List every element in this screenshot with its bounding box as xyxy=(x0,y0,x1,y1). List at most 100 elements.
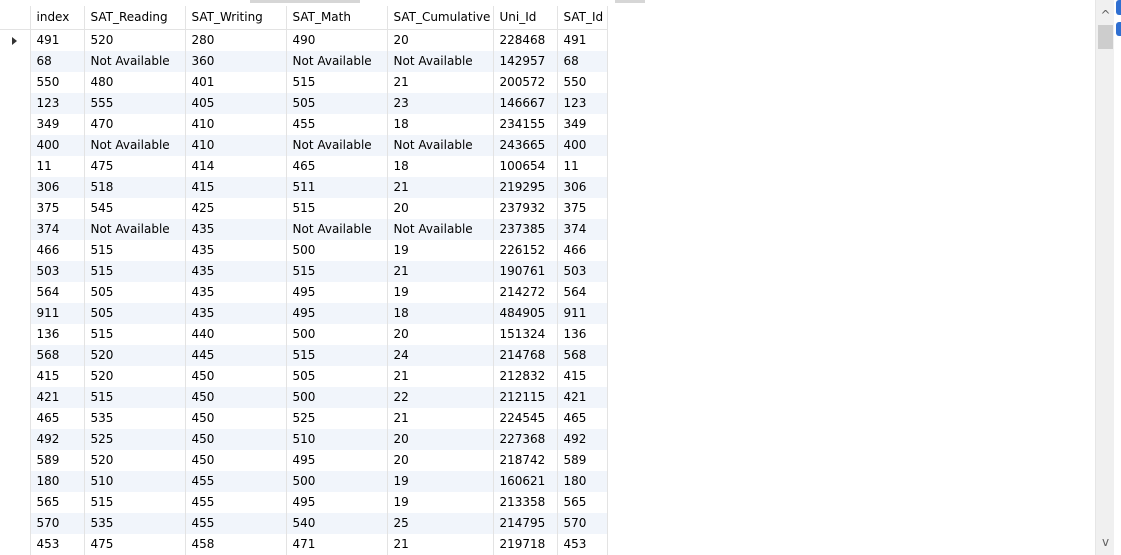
row-selector[interactable] xyxy=(0,261,31,282)
cell-sat-reading[interactable]: 535 xyxy=(84,513,186,534)
cell-uni-id[interactable]: 212115 xyxy=(493,387,558,408)
cell-sat-reading[interactable]: 515 xyxy=(84,261,186,282)
table-row[interactable]: 492 525 450 510 20 227368 492 xyxy=(0,429,608,450)
cell-sat-cumulative[interactable]: 18 xyxy=(387,156,494,177)
cell-sat-math[interactable]: 510 xyxy=(286,429,388,450)
cell-sat-id[interactable]: 465 xyxy=(557,408,608,429)
cell-sat-reading[interactable]: 518 xyxy=(84,177,186,198)
cell-sat-writing[interactable]: 410 xyxy=(185,135,287,156)
cell-uni-id[interactable]: 237385 xyxy=(493,219,558,240)
cell-uni-id[interactable]: 190761 xyxy=(493,261,558,282)
row-selector-header[interactable] xyxy=(0,6,31,30)
cell-sat-math[interactable]: 505 xyxy=(286,93,388,114)
cell-sat-cumulative[interactable]: Not Available xyxy=(387,51,494,72)
cell-index[interactable]: 180 xyxy=(30,471,85,492)
cell-sat-cumulative[interactable]: 18 xyxy=(387,303,494,324)
cell-sat-math[interactable]: 515 xyxy=(286,261,388,282)
cell-sat-writing[interactable]: 415 xyxy=(185,177,287,198)
table-row[interactable]: 465 535 450 525 21 224545 465 xyxy=(0,408,608,429)
table-row[interactable]: 11 475 414 465 18 100654 11 xyxy=(0,156,608,177)
cell-uni-id[interactable]: 213358 xyxy=(493,492,558,513)
cell-sat-reading[interactable]: Not Available xyxy=(84,135,186,156)
cell-sat-math[interactable]: Not Available xyxy=(286,135,388,156)
cell-sat-reading[interactable]: 475 xyxy=(84,156,186,177)
cell-sat-reading[interactable]: 555 xyxy=(84,93,186,114)
cell-sat-writing[interactable]: 360 xyxy=(185,51,287,72)
cell-index[interactable]: 565 xyxy=(30,492,85,513)
cell-uni-id[interactable]: 214795 xyxy=(493,513,558,534)
cell-sat-reading[interactable]: 510 xyxy=(84,471,186,492)
row-selector[interactable] xyxy=(0,513,31,534)
cell-sat-id[interactable]: 492 xyxy=(557,429,608,450)
cell-sat-writing[interactable]: 445 xyxy=(185,345,287,366)
cell-sat-math[interactable]: 515 xyxy=(286,198,388,219)
cell-sat-cumulative[interactable]: 20 xyxy=(387,29,494,51)
cell-sat-math[interactable]: 495 xyxy=(286,492,388,513)
cell-sat-writing[interactable]: 450 xyxy=(185,387,287,408)
table-row[interactable]: 503 515 435 515 21 190761 503 xyxy=(0,261,608,282)
cell-sat-id[interactable]: 565 xyxy=(557,492,608,513)
cell-uni-id[interactable]: 237932 xyxy=(493,198,558,219)
cell-sat-id[interactable]: 550 xyxy=(557,72,608,93)
cell-uni-id[interactable]: 243665 xyxy=(493,135,558,156)
cell-sat-writing[interactable]: 405 xyxy=(185,93,287,114)
cell-sat-reading[interactable]: Not Available xyxy=(84,219,186,240)
row-selector[interactable] xyxy=(0,198,31,219)
cell-sat-cumulative[interactable]: 21 xyxy=(387,72,494,93)
cell-sat-id[interactable]: 421 xyxy=(557,387,608,408)
cell-sat-id[interactable]: 374 xyxy=(557,219,608,240)
table-row[interactable]: 375 545 425 515 20 237932 375 xyxy=(0,198,608,219)
cell-sat-id[interactable]: 503 xyxy=(557,261,608,282)
cell-sat-cumulative[interactable]: 19 xyxy=(387,282,494,303)
column-header-sat-id[interactable]: SAT_Id xyxy=(557,6,608,30)
cell-sat-writing[interactable]: 435 xyxy=(185,303,287,324)
cell-uni-id[interactable]: 226152 xyxy=(493,240,558,261)
table-row[interactable]: 180 510 455 500 19 160621 180 xyxy=(0,471,608,492)
table-row[interactable]: 568 520 445 515 24 214768 568 xyxy=(0,345,608,366)
cell-sat-math[interactable]: 515 xyxy=(286,345,388,366)
cell-sat-reading[interactable]: 535 xyxy=(84,408,186,429)
cell-sat-cumulative[interactable]: 18 xyxy=(387,114,494,135)
table-row[interactable]: 306 518 415 511 21 219295 306 xyxy=(0,177,608,198)
cell-sat-id[interactable]: 306 xyxy=(557,177,608,198)
cell-sat-math[interactable]: Not Available xyxy=(286,51,388,72)
cell-sat-math[interactable]: 455 xyxy=(286,114,388,135)
cell-uni-id[interactable]: 214272 xyxy=(493,282,558,303)
column-header-sat-cumulative[interactable]: SAT_Cumulative xyxy=(387,6,494,30)
cell-sat-reading[interactable]: 515 xyxy=(84,240,186,261)
cell-sat-id[interactable]: 491 xyxy=(557,29,608,51)
cell-sat-reading[interactable]: 475 xyxy=(84,534,186,555)
cell-sat-math[interactable]: Not Available xyxy=(286,219,388,240)
cell-sat-reading[interactable]: 515 xyxy=(84,387,186,408)
cell-sat-writing[interactable]: 410 xyxy=(185,114,287,135)
cell-sat-id[interactable]: 589 xyxy=(557,450,608,471)
cell-sat-math[interactable]: 500 xyxy=(286,240,388,261)
cell-index[interactable]: 349 xyxy=(30,114,85,135)
cell-sat-id[interactable]: 911 xyxy=(557,303,608,324)
cell-index[interactable]: 564 xyxy=(30,282,85,303)
cell-sat-id[interactable]: 68 xyxy=(557,51,608,72)
cell-sat-reading[interactable]: 545 xyxy=(84,198,186,219)
cell-index[interactable]: 570 xyxy=(30,513,85,534)
cell-sat-writing[interactable]: 440 xyxy=(185,324,287,345)
row-selector[interactable] xyxy=(0,282,31,303)
cell-sat-writing[interactable]: 435 xyxy=(185,240,287,261)
cell-sat-cumulative[interactable]: 20 xyxy=(387,429,494,450)
cell-sat-id[interactable]: 466 xyxy=(557,240,608,261)
cell-sat-cumulative[interactable]: 20 xyxy=(387,198,494,219)
cell-sat-reading[interactable]: Not Available xyxy=(84,51,186,72)
cell-sat-cumulative[interactable]: 23 xyxy=(387,93,494,114)
cell-sat-id[interactable]: 568 xyxy=(557,345,608,366)
vertical-scrollbar[interactable]: ^ v xyxy=(1095,0,1115,555)
cell-sat-math[interactable]: 495 xyxy=(286,450,388,471)
row-selector[interactable] xyxy=(0,345,31,366)
cell-sat-writing[interactable]: 435 xyxy=(185,261,287,282)
cell-uni-id[interactable]: 146667 xyxy=(493,93,558,114)
cell-sat-reading[interactable]: 515 xyxy=(84,324,186,345)
table-row[interactable]: 349 470 410 455 18 234155 349 xyxy=(0,114,608,135)
cell-sat-math[interactable]: 465 xyxy=(286,156,388,177)
cell-sat-writing[interactable]: 458 xyxy=(185,534,287,555)
column-header-sat-math[interactable]: SAT_Math xyxy=(286,6,388,30)
cell-sat-writing[interactable]: 414 xyxy=(185,156,287,177)
cell-sat-id[interactable]: 11 xyxy=(557,156,608,177)
